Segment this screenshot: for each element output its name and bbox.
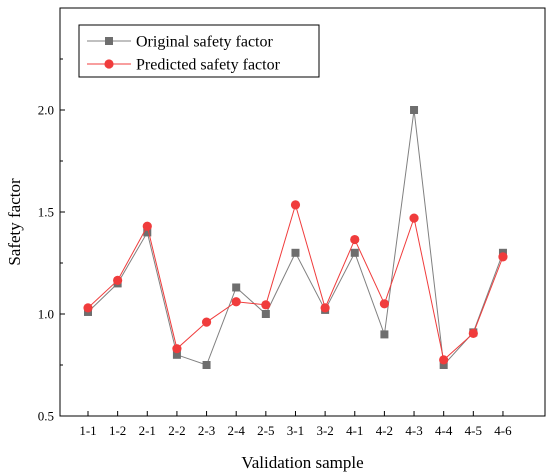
x-tick-label: 2-4 — [228, 423, 246, 438]
data-point-predicted — [439, 355, 449, 365]
x-tick-label: 2-1 — [139, 423, 156, 438]
data-point-predicted — [409, 213, 419, 223]
x-tick-label: 4-4 — [435, 423, 453, 438]
data-point-original — [380, 330, 389, 339]
data-point-predicted — [379, 299, 389, 309]
y-tick-label: 2.0 — [38, 103, 54, 118]
data-point-original — [261, 310, 270, 318]
x-tick-label: 3-2 — [316, 423, 333, 438]
x-tick-label: 2-2 — [168, 423, 185, 438]
y-tick-label: 1.0 — [38, 307, 54, 322]
data-point-predicted — [261, 300, 271, 310]
data-point-original — [350, 248, 359, 257]
series-layer — [83, 106, 508, 369]
legend: Original safety factor Predicted safety f… — [78, 24, 320, 78]
legend-box — [78, 24, 320, 78]
data-point-predicted — [142, 221, 152, 231]
x-tick-label: 2-5 — [257, 423, 274, 438]
data-point-predicted — [172, 344, 182, 354]
x-tick-label: 2-3 — [198, 423, 215, 438]
data-point-original — [291, 248, 300, 257]
data-point-predicted — [498, 252, 508, 262]
legend-marker-square — [105, 37, 113, 45]
data-point-predicted — [468, 328, 478, 338]
axes: 0.5 1.0 1.5 2.0 1-1 1-2 2-1 2-2 2-3 2-4 2-5 3-1 3-2 4… — [38, 7, 546, 438]
data-point-predicted — [231, 297, 241, 307]
legend-entry-1: Original safety factor — [136, 34, 274, 51]
y-axis-label: Safety factor — [5, 178, 24, 266]
data-point-original — [410, 106, 419, 114]
data-point-original — [143, 228, 152, 237]
x-tick-label: 1-1 — [79, 423, 96, 438]
x-tick-label: 4-6 — [494, 423, 512, 438]
x-tick-label: 1-2 — [109, 423, 126, 438]
data-point-predicted — [290, 200, 301, 210]
x-tick-label: 4-2 — [376, 423, 393, 438]
y-tick-label: 0.5 — [38, 409, 54, 424]
x-tick-label: 4-3 — [405, 423, 422, 438]
y-tick-label: 1.5 — [38, 205, 54, 220]
data-point-original — [202, 361, 211, 369]
x-tick-label: 3-1 — [287, 423, 304, 438]
data-point-predicted — [320, 303, 330, 313]
x-tick-label: 4-5 — [465, 423, 482, 438]
data-point-original — [172, 350, 181, 359]
data-point-original — [232, 283, 241, 292]
data-point-predicted — [83, 303, 93, 313]
legend-marker-circle — [104, 59, 114, 69]
data-point-original — [439, 361, 448, 369]
legend-entry-2: Predicted safety factor — [136, 57, 281, 74]
data-point-predicted — [350, 234, 360, 245]
data-point-predicted — [201, 317, 212, 327]
x-axis-label: Validation sample — [241, 453, 363, 472]
data-point-predicted — [113, 275, 123, 285]
x-tick-label: 4-1 — [346, 423, 363, 438]
